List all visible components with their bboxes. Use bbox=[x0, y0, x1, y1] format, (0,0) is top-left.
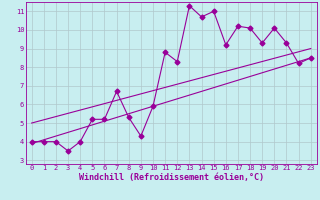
X-axis label: Windchill (Refroidissement éolien,°C): Windchill (Refroidissement éolien,°C) bbox=[79, 173, 264, 182]
